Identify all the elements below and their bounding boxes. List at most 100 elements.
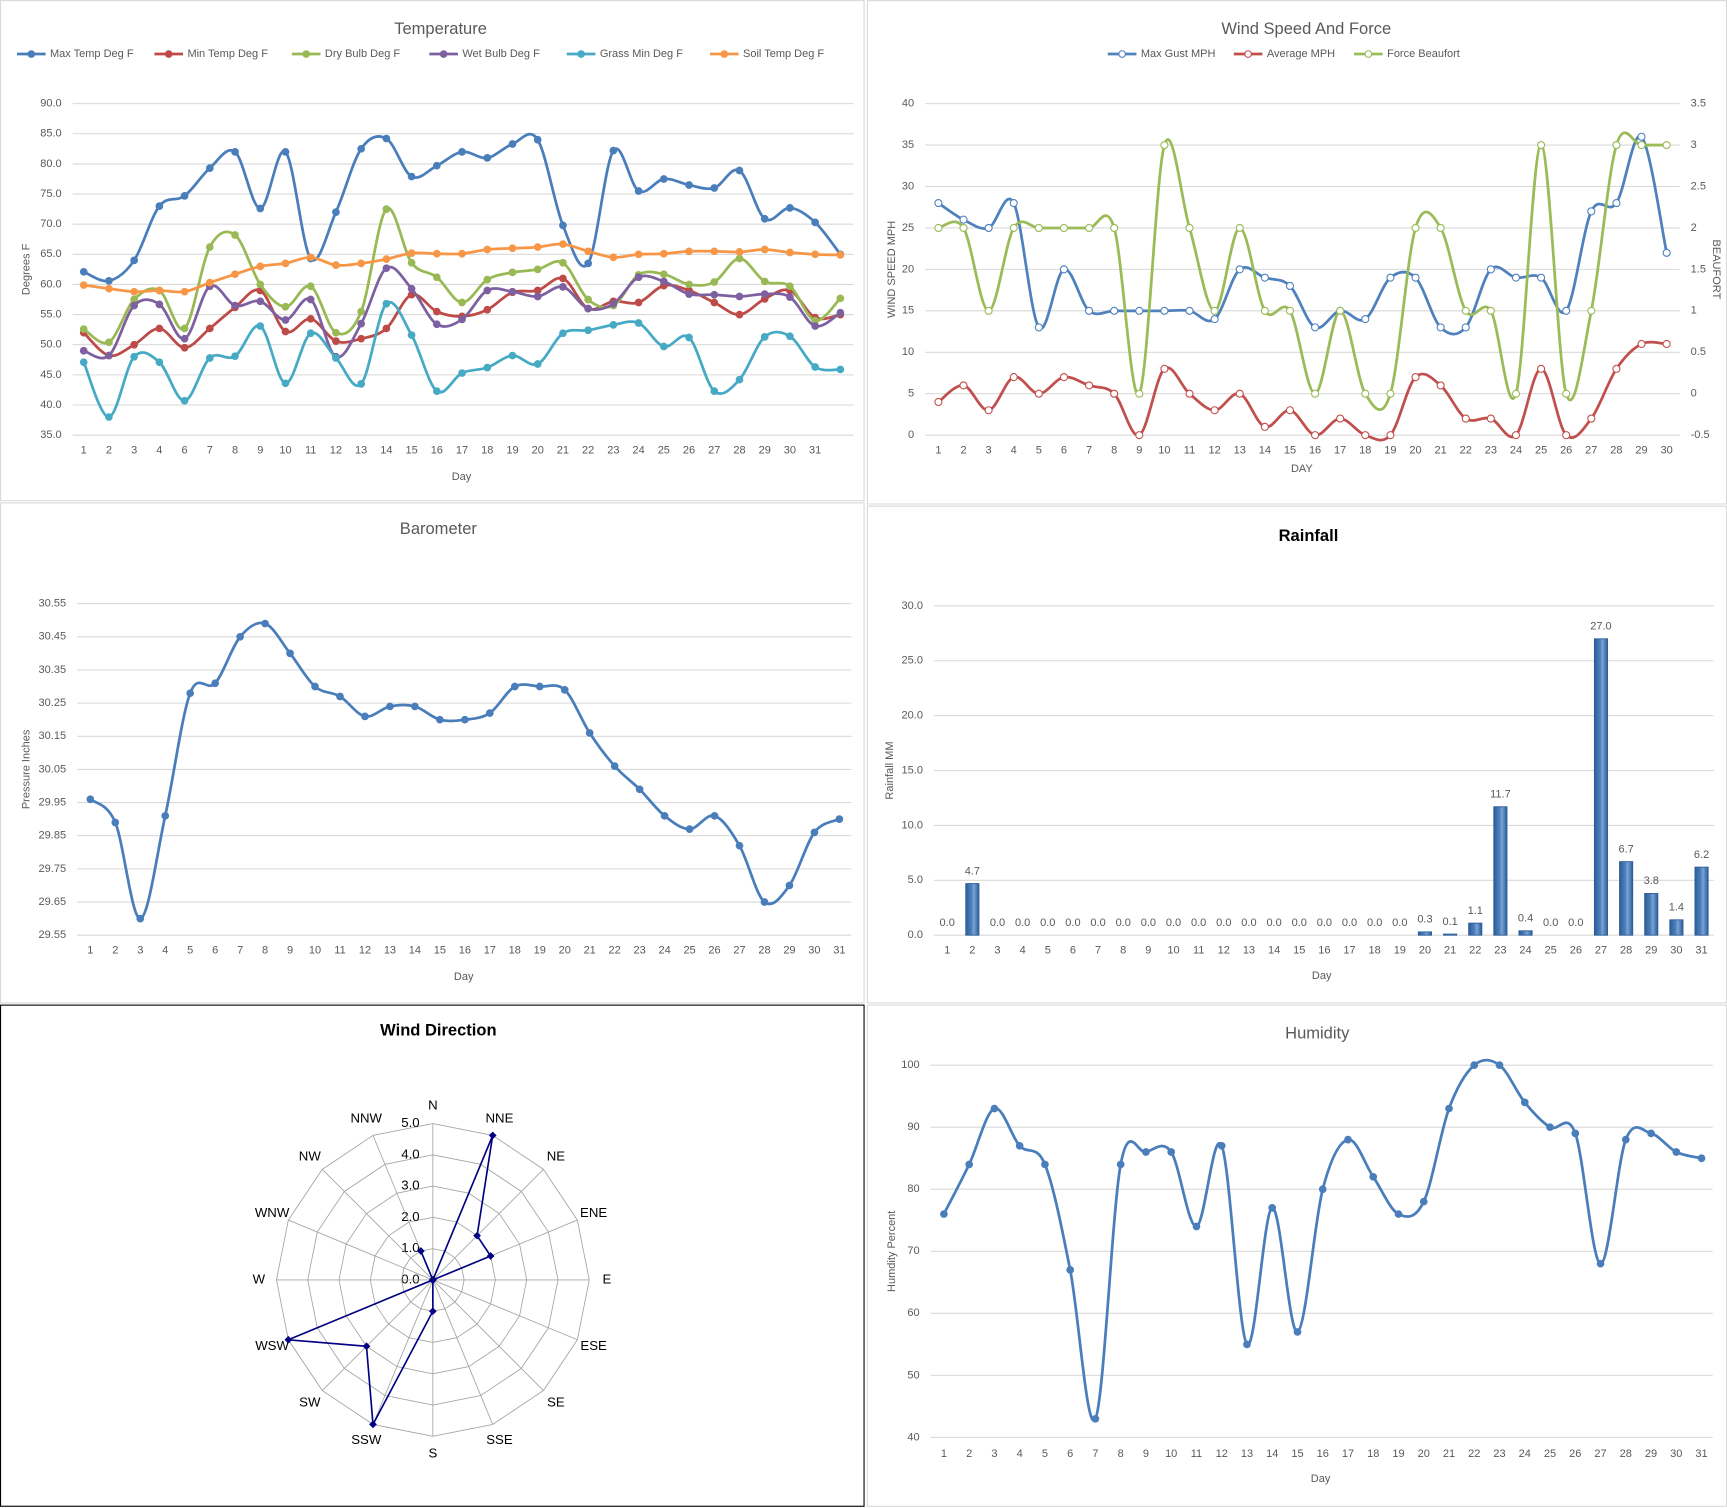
category-label: WNW (255, 1205, 290, 1220)
data-point (1210, 306, 1219, 315)
x-tick-label: 4 (162, 945, 168, 957)
data-point (357, 144, 366, 153)
data-point (836, 365, 845, 374)
x-tick-label: 8 (232, 444, 238, 456)
x-tick-label: 10 (1167, 945, 1179, 957)
data-point (735, 841, 744, 850)
data-point (1511, 431, 1521, 440)
x-tick-label: 13 (355, 444, 367, 456)
y-axis-title: Rainfall MM (884, 741, 896, 799)
spoke (432, 1169, 544, 1281)
data-point (508, 244, 517, 253)
x-tick-label: 15 (434, 945, 446, 957)
y-tick-label: 40 (902, 98, 914, 110)
data-point (306, 329, 315, 338)
data-point (483, 275, 492, 284)
data-point (1562, 306, 1571, 315)
data-point (584, 295, 593, 304)
category-label: WSW (255, 1338, 289, 1353)
x-tick-label: 17 (484, 945, 496, 957)
data-point (959, 381, 968, 390)
data-point (432, 307, 441, 316)
bar (1669, 919, 1684, 936)
data-label: 0.0 (1568, 917, 1583, 929)
data-point (660, 811, 669, 820)
data-point (1110, 306, 1119, 315)
data-point (458, 369, 466, 377)
data-point (508, 351, 517, 360)
data-point (959, 215, 968, 224)
y-tick-label: 40.0 (40, 399, 61, 411)
data-point (659, 175, 668, 183)
data-point (1386, 273, 1395, 282)
data-point (735, 375, 744, 384)
x-tick-label: 6 (1061, 444, 1067, 456)
data-point (609, 146, 618, 155)
x-tick-label: 17 (1342, 1448, 1354, 1460)
r-tick-label: 1.0 (401, 1240, 419, 1255)
bar (1593, 638, 1609, 936)
x-tick-label: 16 (1318, 945, 1330, 957)
category-label: NNE (486, 1111, 514, 1126)
data-point (533, 135, 542, 144)
data-point (130, 340, 139, 349)
data-point (1486, 265, 1495, 274)
x-tick-label: 13 (1243, 945, 1255, 957)
data-point (1243, 1340, 1251, 1349)
data-point (1135, 306, 1144, 315)
series-line (937, 134, 1668, 336)
panel (866, 0, 1727, 505)
data-point (236, 632, 244, 641)
data-point (634, 298, 643, 307)
data-point (79, 267, 88, 276)
data-point (256, 280, 265, 289)
data-point (1612, 364, 1621, 373)
data-point (1260, 306, 1269, 315)
data-point (836, 308, 845, 317)
data-point (130, 301, 139, 310)
data-point (256, 297, 265, 306)
y-tick-label: 80 (907, 1183, 919, 1195)
data-label: 0.0 (1317, 917, 1332, 929)
data-point (111, 818, 120, 827)
data-point (1217, 1141, 1226, 1150)
x-tick-label: 27 (733, 945, 745, 957)
data-label: 6.7 (1618, 843, 1633, 855)
data-point (1084, 306, 1094, 315)
data-point (1662, 140, 1671, 150)
data-label: 0.0 (1367, 917, 1382, 929)
data-point (1511, 389, 1521, 398)
data-point (836, 294, 845, 303)
data-point (735, 254, 744, 263)
y-tick-label: 29.55 (39, 929, 67, 941)
data-point (336, 692, 344, 701)
data-point (284, 1335, 293, 1344)
category-label: ESE (580, 1338, 607, 1353)
data-point (1311, 431, 1320, 440)
x-tick-label: 10 (309, 945, 321, 957)
data-point (760, 333, 769, 341)
x-tick-label: 23 (1485, 444, 1497, 456)
data-point (710, 290, 719, 299)
data-point (130, 256, 139, 265)
data-point (180, 191, 189, 200)
chart-title: Wind Speed And Force (1221, 19, 1391, 38)
x-tick-label: 21 (557, 444, 569, 456)
x-tick-label: 18 (1359, 444, 1371, 456)
x-tick-label: 18 (481, 444, 493, 456)
data-label: 0.1 (1442, 916, 1457, 928)
data-point (231, 352, 239, 361)
data-point (634, 250, 643, 259)
x-tick-label: 9 (1136, 444, 1142, 456)
y2-tick-label: 2 (1691, 222, 1697, 234)
category-label: SSW (351, 1432, 382, 1447)
data-point (306, 295, 315, 304)
data-point (786, 248, 794, 257)
chart-title: Humidity (1285, 1024, 1350, 1043)
data-point (584, 304, 593, 313)
x-tick-label: 11 (334, 945, 345, 957)
data-point (1419, 1197, 1428, 1206)
x-tick-label: 7 (1092, 1448, 1098, 1460)
data-label: 0.0 (940, 917, 955, 929)
category-label: NW (299, 1148, 322, 1163)
